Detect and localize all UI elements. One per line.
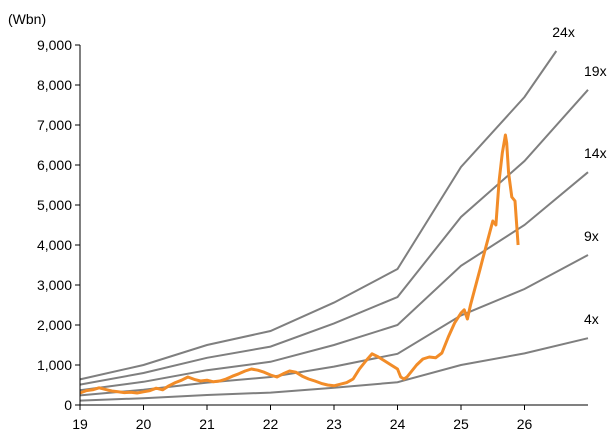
x-tick-label: 20 [136, 416, 152, 432]
band-label-19x: 19x [584, 63, 607, 79]
band-line-19x [79, 89, 589, 386]
y-tick-label: 2,000 [37, 317, 72, 333]
band-label-24x: 24x [552, 24, 575, 40]
x-tick-label: 26 [517, 416, 533, 432]
y-tick-label: 3,000 [37, 277, 72, 293]
band-label-9x: 9x [584, 228, 599, 244]
band-label-4x: 4x [584, 311, 599, 327]
y-tick-label: 5,000 [37, 197, 72, 213]
band-line-24x [79, 50, 558, 381]
y-tick-label: 9,000 [37, 37, 72, 53]
y-tick-label: 0 [64, 397, 72, 413]
x-tick-label: 21 [199, 416, 215, 432]
x-tick-label: 22 [263, 416, 279, 432]
band-labels: 24x 19x 14x 9x 4x [552, 24, 606, 327]
y-tick-label: 8,000 [37, 77, 72, 93]
x-tick-label: 24 [390, 416, 406, 432]
x-tick-label: 25 [453, 416, 469, 432]
price-line [79, 133, 520, 395]
y-tick-label: 4,000 [37, 237, 72, 253]
y-axis-ticks: 0 1,000 2,000 3,000 4,000 5,000 6,000 7,000 8,00… [37, 37, 80, 413]
y-axis-unit-label: (Wbn) [8, 11, 46, 27]
y-tick-label: 7,000 [37, 117, 72, 133]
axes [79, 45, 588, 406]
price-line-group [79, 133, 520, 395]
band-line-14x [79, 171, 589, 392]
x-tick-label: 23 [326, 416, 342, 432]
y-tick-label: 1,000 [37, 357, 72, 373]
band-label-14x: 14x [584, 145, 607, 161]
y-tick-label: 6,000 [37, 157, 72, 173]
x-tick-label: 19 [72, 416, 88, 432]
band-line-9x [79, 254, 589, 397]
x-axis-ticks: 19 20 21 22 23 24 25 26 [72, 405, 532, 432]
pe-band-lines [79, 50, 589, 402]
band-line-4x [79, 337, 589, 402]
